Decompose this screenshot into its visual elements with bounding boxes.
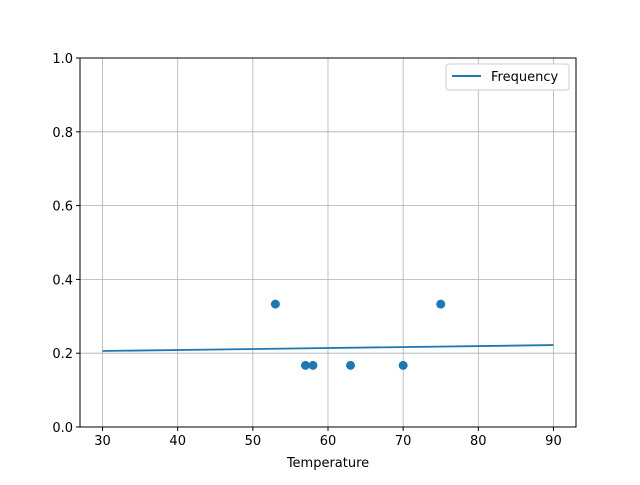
x-tick-label: 70: [395, 434, 412, 449]
x-tick-label: 40: [169, 434, 186, 449]
x-tick-label: 60: [320, 434, 337, 449]
y-tick-label: 0.0: [52, 421, 73, 436]
y-tick-label: 0.6: [52, 200, 73, 215]
frequency-line: [102, 344, 554, 352]
y-tick-label: 0.8: [52, 126, 73, 141]
scatter-point: [270, 299, 280, 309]
x-tick-label: 50: [245, 434, 262, 449]
y-tick-label: 0.4: [52, 273, 73, 288]
legend-box: [445, 63, 570, 91]
scatter-point: [300, 360, 310, 370]
x-tick-label: 30: [94, 434, 111, 449]
y-tick-label: 1.0: [52, 52, 73, 67]
scatter-point: [308, 360, 318, 370]
y-tick-label: 0.2: [52, 347, 73, 362]
scatter-point: [346, 360, 356, 370]
scatter-point: [436, 299, 446, 309]
x-axis-label: Temperature: [286, 456, 369, 471]
scatter-point: [398, 360, 408, 370]
x-tick-label: 80: [470, 434, 487, 449]
legend-entry-frequency: Frequency: [491, 70, 558, 85]
legend: Frequency: [445, 63, 570, 91]
x-tick-label: 90: [545, 434, 562, 449]
